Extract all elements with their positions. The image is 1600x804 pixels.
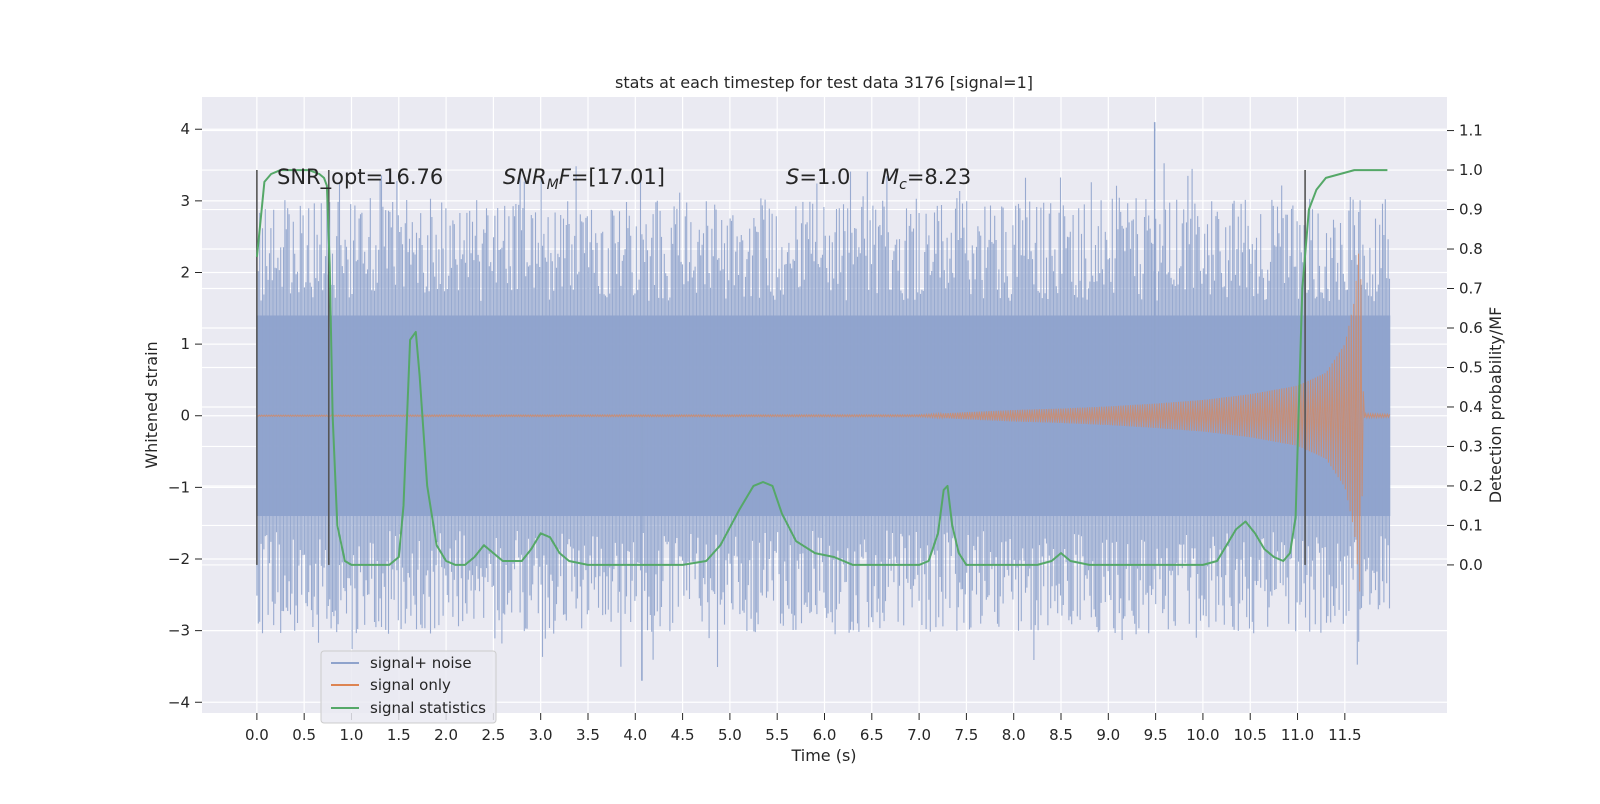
x-tick-label: 9.0 xyxy=(1096,726,1120,744)
y-tick-label: −3 xyxy=(168,622,190,640)
y-tick-label: 2 xyxy=(180,263,190,281)
y2-tick-label: 0.7 xyxy=(1459,280,1483,298)
annotation-mc: Mc=8.23 xyxy=(881,165,971,193)
x-tick-label: 10.0 xyxy=(1186,726,1219,744)
x-tick-label: 0.5 xyxy=(292,726,316,744)
x-tick-label: 4.0 xyxy=(623,726,647,744)
x-tick-label: 2.0 xyxy=(434,726,458,744)
x-tick-label: 9.5 xyxy=(1144,726,1168,744)
signal-series xyxy=(256,253,1391,592)
legend-label-stats: signal statistics xyxy=(370,699,486,717)
x-tick-label: 8.5 xyxy=(1049,726,1073,744)
annotation-mc-value: =8.23 xyxy=(907,165,971,189)
y2-tick-label: 0.5 xyxy=(1459,358,1483,376)
x-tick-label: 2.5 xyxy=(481,726,505,744)
y-tick-label: −2 xyxy=(168,550,190,568)
x-tick-label: 5.0 xyxy=(718,726,742,744)
x-tick-label: 1.5 xyxy=(387,726,411,744)
y2-tick-label: 0.0 xyxy=(1459,556,1483,574)
x-axis-label: Time (s) xyxy=(790,746,856,765)
x-tick-label: 10.5 xyxy=(1234,726,1267,744)
y-tick-label: 3 xyxy=(180,192,190,210)
x-tick-label: 11.0 xyxy=(1281,726,1314,744)
y2-tick-label: 1.1 xyxy=(1459,122,1483,140)
annotation-snr-opt: SNR_opt=16.76 xyxy=(277,165,443,190)
x-tick-label: 4.5 xyxy=(671,726,695,744)
legend-box xyxy=(320,650,497,724)
left-axis-ticks: −4 −3 −2 −1 0 1 2 3 4 xyxy=(168,120,202,711)
annotation-snr-mf-value: =[17.01] xyxy=(571,165,665,189)
x-tick-label: 3.0 xyxy=(529,726,553,744)
y2-tick-label: 0.3 xyxy=(1459,437,1483,455)
stats-series xyxy=(255,169,1388,566)
y2-tick-label: 0.2 xyxy=(1459,477,1483,495)
annotation-s: S=1.0 xyxy=(786,165,850,189)
y2-tick-label: 0.6 xyxy=(1459,319,1483,337)
x-tick-label: 3.5 xyxy=(576,726,600,744)
y-tick-label: 0 xyxy=(180,407,190,425)
annotation-snr-mf: SNRMF=[17.01] xyxy=(503,165,665,193)
right-axis-ticks: 0.0 0.1 0.2 0.3 0.4 0.5 0.6 0.7 0.8 0.9 1.0 1.1 xyxy=(1447,122,1483,574)
bottom-axis-ticks: 0.0 0.5 1.0 1.5 2.0 2.5 3.0 3.5 4.0 4.5 5.0 5.5 6.0 6… xyxy=(245,713,1362,744)
legend-label-noise: signal+ noise xyxy=(370,654,472,672)
y2-tick-label: 1.0 xyxy=(1459,161,1483,179)
x-tick-label: 6.5 xyxy=(860,726,884,744)
y2-tick-label: 0.1 xyxy=(1459,516,1483,534)
annotations: SNR_opt=16.76 SNRMF=[17.01] S=1.0 Mc=8.2… xyxy=(277,165,971,193)
x-tick-label: 0.0 xyxy=(245,726,269,744)
annotation-s-value: =1.0 xyxy=(799,165,850,189)
y2-axis-label: Detection probability/MF xyxy=(1486,307,1505,504)
x-tick-label: 1.0 xyxy=(340,726,364,744)
chart-title: stats at each timestep for test data 317… xyxy=(615,73,1033,92)
signal-only-line xyxy=(256,253,1391,592)
y2-tick-label: 0.9 xyxy=(1459,201,1483,219)
y-tick-label: 4 xyxy=(180,120,190,138)
y2-tick-label: 0.8 xyxy=(1459,240,1483,258)
x-tick-label: 7.5 xyxy=(954,726,978,744)
x-tick-label: 6.0 xyxy=(813,726,837,744)
x-tick-label: 11.5 xyxy=(1328,726,1361,744)
x-tick-label: 8.0 xyxy=(1002,726,1026,744)
y-tick-label: −1 xyxy=(168,478,190,496)
legend: signal+ noise signal only signal statist… xyxy=(320,650,497,724)
x-tick-label: 7.0 xyxy=(907,726,931,744)
signal-statistics-line xyxy=(255,169,1388,566)
legend-label-signal: signal only xyxy=(370,676,451,694)
y-tick-label: −4 xyxy=(168,693,190,711)
x-tick-label: 5.5 xyxy=(765,726,789,744)
y-axis-label: Whitened strain xyxy=(142,341,161,468)
y-tick-label: 1 xyxy=(180,335,190,353)
y2-tick-label: 0.4 xyxy=(1459,398,1483,416)
